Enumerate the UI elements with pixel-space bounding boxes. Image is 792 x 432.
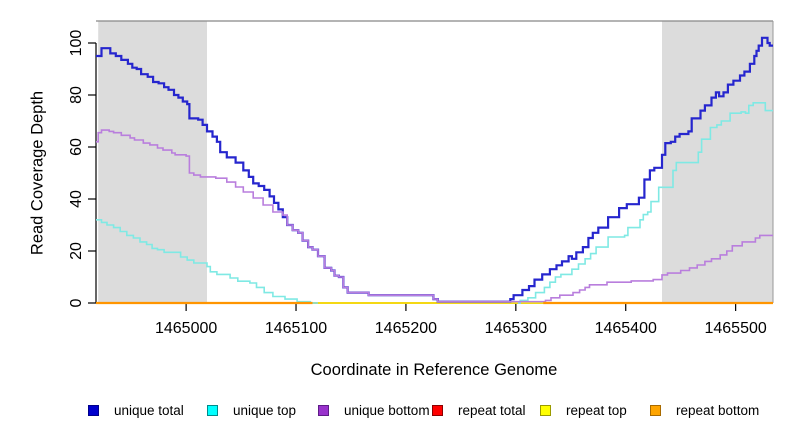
y-tick-label: 60 xyxy=(68,138,85,156)
legend-swatch-icon xyxy=(540,404,551,416)
legend-label: unique bottom xyxy=(344,402,430,418)
legend-swatch-icon xyxy=(650,404,661,416)
chart-legend: unique total unique top unique bottom repea… xyxy=(0,399,792,425)
legend-swatch-icon xyxy=(432,404,443,416)
y-tick-label: 0 xyxy=(68,298,85,307)
legend-swatch-icon xyxy=(318,404,329,416)
legend-label: repeat bottom xyxy=(676,402,760,418)
y-tick-label: 20 xyxy=(68,242,85,260)
legend-item-repeat-top: repeat top xyxy=(540,399,627,421)
legend-label: unique total xyxy=(114,402,184,418)
legend-item-repeat-total: repeat total xyxy=(432,399,526,421)
y-axis-title: Read Coverage Depth xyxy=(28,91,46,255)
x-tick-label: 1465400 xyxy=(595,320,657,337)
series-line-unique-bottom xyxy=(96,129,773,303)
legend-item-repeat-bottom: repeat bottom xyxy=(650,399,759,421)
y-tick-label: 40 xyxy=(68,190,85,208)
y-tick-label: 80 xyxy=(68,86,85,104)
x-tick-label: 1465000 xyxy=(155,320,217,337)
legend-swatch-icon xyxy=(88,404,99,416)
legend-label: repeat total xyxy=(458,402,526,418)
legend-label: unique top xyxy=(233,402,297,418)
legend-item-unique-top: unique top xyxy=(207,399,296,421)
legend-item-unique-bottom: unique bottom xyxy=(318,399,430,421)
legend-label: repeat top xyxy=(566,402,627,418)
x-tick-label: 1465200 xyxy=(375,320,437,337)
legend-swatch-icon xyxy=(207,404,218,416)
series-line-unique-top xyxy=(518,102,773,304)
x-tick-label: 1465300 xyxy=(485,320,547,337)
series-line-unique-top xyxy=(96,219,318,304)
x-axis-title: Coordinate in Reference Genome xyxy=(311,361,558,379)
legend-item-unique-total: unique total xyxy=(88,399,184,421)
x-tick-label: 1465100 xyxy=(265,320,327,337)
x-tick-label: 1465500 xyxy=(704,320,766,337)
y-tick-label: 100 xyxy=(68,30,85,57)
